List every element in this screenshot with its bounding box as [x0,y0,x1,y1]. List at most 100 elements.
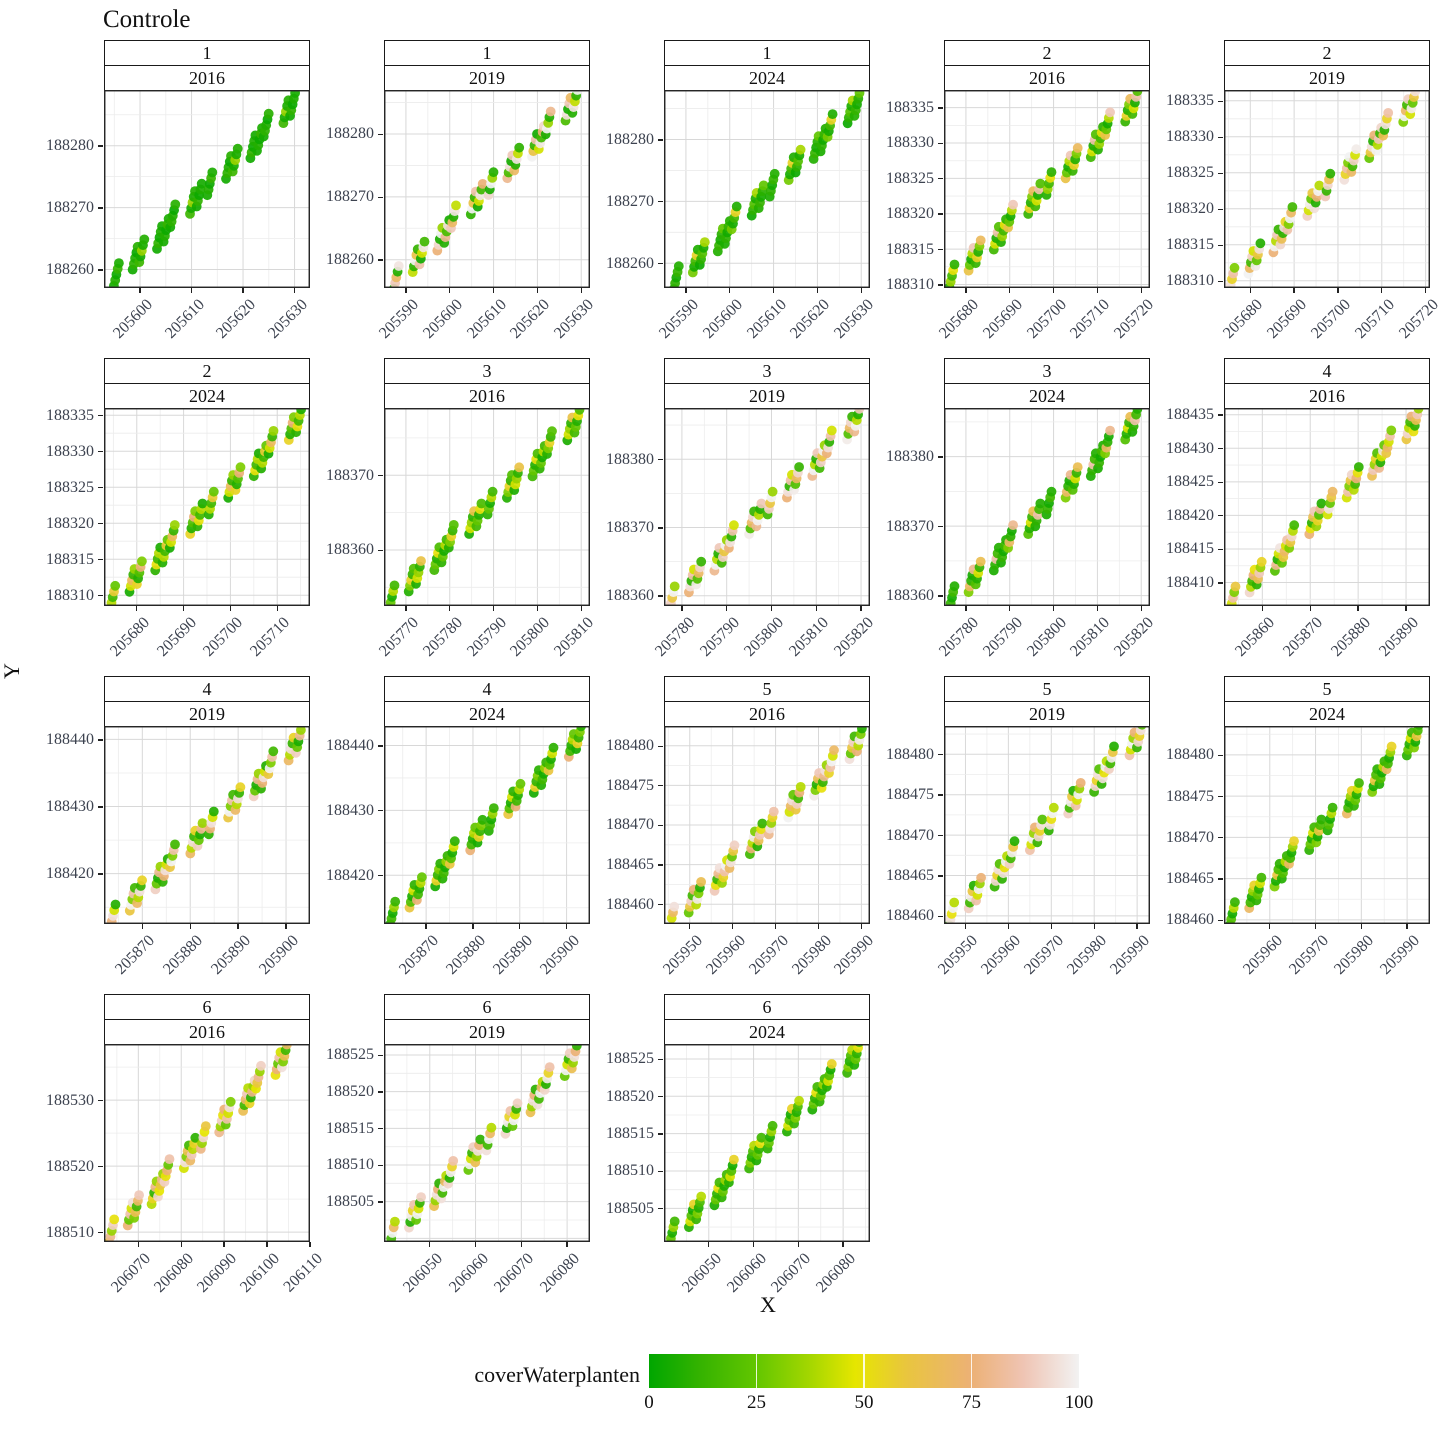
scatter-points [109,90,300,289]
y-tick-mark [658,1208,663,1210]
y-tick-mark [658,527,663,529]
x-tick-mark [266,1242,268,1248]
x-tick-mark [1357,606,1359,612]
y-tick-mark [1218,244,1223,246]
facet-strip-plot: 2 [1224,40,1430,67]
y-tick-label: 188315 [886,240,934,258]
facet-strip-plot: 6 [104,994,310,1021]
y-tick-mark [378,549,383,552]
x-tick-mark [964,924,967,930]
y-tick-mark [938,794,943,796]
y-tick-label: 188315 [1166,236,1214,254]
facet-panel-3-2019: 3 2019 188360 188370 188380 205780 205790 20580… [596,358,877,674]
scatter-points [106,408,306,607]
facet-strip-plot: 3 [664,358,870,385]
x-tick-label: 206090 [194,1250,241,1297]
x-tick-label: 205680 [106,614,153,661]
facet-strip-year: 2024 [664,1019,870,1047]
x-tick-mark [580,288,582,294]
x-tick-label: 205600 [699,296,746,343]
x-tick-mark [137,1242,140,1248]
y-tick-label: 188440 [326,736,374,754]
x-tick-mark [223,1242,225,1248]
y-tick-label: 188380 [886,448,934,466]
scatter-points [944,726,1147,925]
y-tick-label: 188435 [1166,406,1214,424]
x-tick-label: 206070 [491,1250,538,1297]
y-tick-mark [378,133,383,136]
x-tick-mark [1136,924,1138,930]
x-tick-label: 205610 [743,296,790,343]
y-tick-mark [98,414,103,417]
x-tick-mark [815,606,817,612]
facet-panel-6-2019: 6 2019 188505 188510 188515 188520 188525 20605… [316,994,596,1310]
panel-plot-area [1224,90,1430,289]
x-tick-mark [1096,606,1099,612]
facet-panel-1-2019: 1 2019 188260 188270 188280 205590 205600 20561… [316,40,597,356]
y-tick-mark [658,745,663,747]
x-tick-label: 205800 [741,614,788,661]
scatter-points [1225,90,1421,289]
panel-plot-area [664,90,870,289]
facet-strip-year: 2016 [104,1019,310,1047]
x-tick-mark [772,288,775,294]
x-tick-mark [190,288,193,294]
y-tick-label: 188370 [606,518,654,536]
y-tick-mark [98,558,103,561]
y-tick-label: 188470 [1166,828,1214,846]
y-tick-mark [378,474,383,477]
panel-plot-area [664,408,870,607]
x-tick-mark [580,606,582,612]
x-tick-mark [276,606,278,612]
legend-title: coverWaterplanten [474,1362,640,1387]
facet-panel-4-2016: 4 2016 188410 188415 188420 188425 188430 18843… [1156,358,1436,674]
y-tick-label: 188360 [326,541,374,559]
x-tick-mark [472,924,474,930]
x-tick-mark [141,924,144,930]
x-tick-label: 205980 [1331,932,1378,979]
x-tick-mark [189,924,191,930]
y-tick-label: 188470 [606,816,654,834]
x-tick-label: 205820 [1111,614,1158,661]
panel-gridlines [1224,408,1430,607]
colorbar-tick [755,1354,758,1388]
y-tick-mark [378,1054,383,1057]
x-tick-label: 205690 [979,296,1026,343]
facet-panel-4-2019: 4 2019 188420 188430 188440 205870 205880 20589… [36,676,316,992]
y-axis-title: Y [0,663,24,679]
x-tick-label: 206070 [108,1250,155,1297]
panel-gridlines [944,408,1150,607]
x-tick-label: 205980 [1064,932,1111,979]
y-tick-mark [378,875,383,877]
x-tick-label: 205710 [247,614,294,661]
y-tick-label: 188320 [1166,200,1214,218]
x-tick-mark [536,606,539,612]
panel-plot-area [664,726,870,925]
x-tick-label: 206050 [399,1250,446,1297]
x-tick-mark [520,1242,523,1248]
facet-panel-2-2024: 2 2024 188310 188315 188320 188325 188330 18833… [36,358,316,674]
y-tick-mark [658,864,663,866]
colorbar-gradient [649,1354,1079,1388]
y-tick-label: 188510 [46,1223,94,1241]
x-tick-mark [860,606,862,612]
facet-strip-plot: 2 [944,40,1150,67]
x-tick-label: 205590 [375,296,422,343]
panel-plot-area [1224,726,1430,925]
panel-plot-area [104,726,310,925]
y-tick-mark [938,178,943,180]
y-tick-label: 188380 [606,450,654,468]
y-tick-label: 188280 [326,125,374,143]
x-tick-mark [817,924,820,930]
y-tick-mark [938,834,943,837]
scatter-points [385,726,586,925]
y-tick-label: 188270 [326,188,374,206]
facet-panel-2-2019: 2 2019 188310 188315 188320 188325 188330 18833… [1156,40,1440,356]
facet-panel-5-2019: 5 2019 188460 188465 188470 188475 188480 20595… [876,676,1156,992]
panel-gridlines [664,90,870,289]
y-tick-mark [938,525,943,528]
facet-strip-year: 2016 [104,65,310,93]
x-tick-mark [237,924,239,930]
x-tick-mark [449,606,451,612]
y-tick-mark [98,269,103,271]
